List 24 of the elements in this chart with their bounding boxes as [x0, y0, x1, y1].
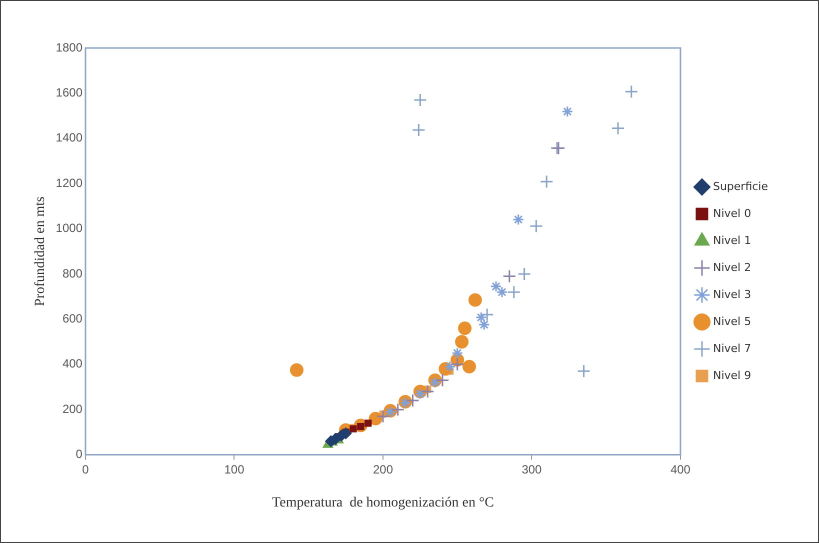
y-tick-label: 1000: [56, 221, 83, 236]
x-tick-label: 400: [670, 462, 691, 476]
legend-label: Nivel 1: [712, 234, 752, 247]
x-tick-label: 200: [372, 462, 394, 476]
x-tick-label: 100: [224, 462, 245, 476]
legend-label: Nivel 2: [712, 260, 752, 274]
y-tick-label: 600: [62, 312, 83, 326]
legend-label: Nivel 5: [712, 314, 752, 328]
legend-label: Nivel 3: [712, 288, 752, 301]
legend-label: Nivel 0: [712, 206, 752, 220]
x-axis-title: Temperatura de homogenización en °C: [272, 495, 494, 510]
y-tick-label: 800: [62, 266, 83, 280]
y-tick-label: 1200: [56, 176, 83, 190]
y-tick-label: 0: [76, 447, 83, 462]
y-tick-label: 1400: [56, 130, 83, 145]
legend-label: Nivel 9: [712, 368, 752, 382]
y-tick-label: 200: [62, 402, 83, 416]
legend-label: Superficie: [712, 180, 768, 193]
y-tick-label: 1800: [56, 40, 83, 54]
y-tick-label: 400: [62, 356, 83, 371]
legend-label: Nivel 7: [712, 342, 752, 355]
x-tick-label: 300: [522, 462, 542, 476]
y-tick-label: 1600: [56, 86, 83, 100]
y-axis-title: Profundidad en mts: [33, 196, 48, 306]
